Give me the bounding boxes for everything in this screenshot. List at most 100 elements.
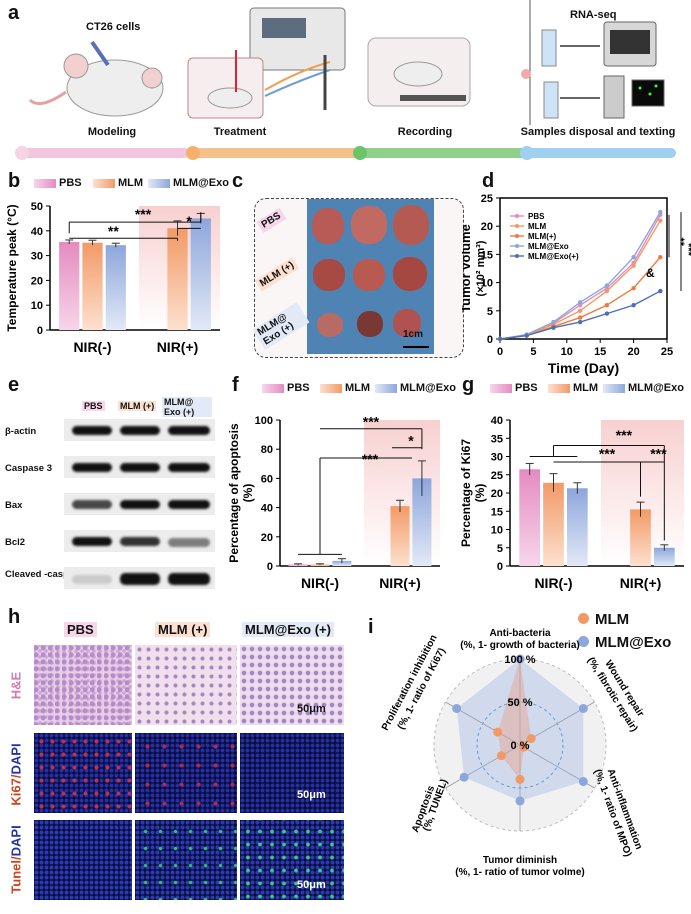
y-axis-label: Tumor volume bbox=[462, 224, 473, 313]
stage-label: Modeling bbox=[87, 126, 137, 138]
group-label: NIR(-) bbox=[301, 575, 339, 591]
wb-strip bbox=[64, 567, 215, 589]
legend-marker bbox=[515, 224, 519, 228]
y-tick-label: 15 bbox=[481, 249, 493, 261]
wb-strip bbox=[64, 530, 215, 552]
y-tick-label: 15 bbox=[491, 506, 503, 518]
y-tick-label: 0 bbox=[37, 325, 43, 337]
y-tick-label: 40 bbox=[261, 503, 273, 515]
timeline-dot bbox=[186, 146, 200, 160]
he-image-pbs bbox=[34, 645, 132, 725]
x-tick-label: 0 bbox=[497, 346, 503, 358]
legend-label: MLM@Exo(+) bbox=[528, 252, 579, 261]
y-tick-label: 0 bbox=[267, 561, 273, 573]
y-tick-label: 60 bbox=[261, 473, 273, 485]
radar-point bbox=[459, 772, 469, 782]
legend-label: PBS bbox=[528, 212, 545, 221]
legend-radar-exo: MLM@Exo bbox=[578, 634, 671, 651]
significance-label: ** bbox=[674, 237, 686, 246]
group-label: NIR(+) bbox=[157, 339, 199, 355]
wb-strip bbox=[64, 456, 215, 478]
tumor-photo bbox=[307, 199, 434, 354]
significance-label: *** bbox=[616, 427, 633, 443]
significance-label: *** bbox=[363, 414, 380, 430]
radar-point bbox=[515, 774, 525, 784]
x-tick-label: 5 bbox=[530, 346, 536, 358]
mouse-icon bbox=[28, 53, 164, 117]
he-image-exo bbox=[240, 645, 344, 725]
significance-label: * bbox=[408, 433, 414, 449]
samples-icon bbox=[521, 0, 665, 125]
data-point bbox=[631, 263, 636, 268]
radar-point bbox=[519, 742, 529, 752]
plot-frame bbox=[499, 197, 668, 340]
y-tick-label: 5 bbox=[497, 543, 503, 555]
ki67-image-mlm bbox=[135, 733, 237, 813]
histo-header-exo: MLM@Exo (+) bbox=[242, 622, 334, 637]
significance-label: *** bbox=[682, 243, 691, 257]
data-point bbox=[604, 311, 610, 316]
y-tick-label: 20 bbox=[261, 532, 273, 544]
data-point bbox=[551, 319, 556, 325]
chart-b: 0 10 20 30 40 50 Temperature peak (°C) NIR(-) NI… bbox=[5, 201, 220, 355]
bar bbox=[630, 509, 651, 566]
y-tick-label: 30 bbox=[491, 452, 503, 464]
radar-point bbox=[578, 777, 588, 787]
x-tick-label: 15 bbox=[594, 346, 606, 358]
wb-header-pbs: PBS bbox=[82, 401, 105, 411]
data-point bbox=[551, 325, 556, 330]
stage-label: Samples disposal and texting bbox=[520, 126, 676, 138]
ring-label: 50 % bbox=[507, 697, 532, 709]
bar bbox=[82, 242, 103, 330]
group-label: NIR(-) bbox=[534, 575, 572, 591]
bar bbox=[190, 218, 211, 330]
legend-radar-mlm: MLM bbox=[578, 611, 629, 628]
stage-label: Recording bbox=[397, 126, 453, 138]
legend-marker bbox=[515, 244, 519, 248]
legend-marker bbox=[515, 214, 519, 218]
y-axis-label: Percentage of Ki67 bbox=[459, 439, 473, 547]
scale-bar-label: 1cm bbox=[403, 329, 424, 340]
y-tick-label: 10 bbox=[491, 525, 503, 537]
legend-marker bbox=[515, 234, 519, 238]
legend-marker bbox=[515, 254, 519, 258]
scale-bar-label: 50μm bbox=[297, 789, 326, 801]
y-tick-label: 25 bbox=[491, 470, 503, 482]
y-tick-label: 0 bbox=[497, 561, 503, 573]
syringe-icon bbox=[90, 40, 110, 67]
he-image-mlm bbox=[135, 645, 237, 725]
y-axis-label: (%) bbox=[241, 484, 255, 503]
legend-pbs: PBS bbox=[262, 382, 310, 394]
wb-row-label: β-actin bbox=[5, 426, 37, 437]
y-axis-label: Percentage of apoptosis bbox=[227, 423, 241, 563]
wb-row-label: Cleaved -caspase3 bbox=[5, 569, 91, 580]
data-point bbox=[604, 288, 610, 294]
y-tick-label: 10 bbox=[481, 278, 493, 290]
x-tick-label: 20 bbox=[627, 346, 639, 358]
panel-label-a: a bbox=[8, 2, 20, 24]
ki67-image-exo bbox=[240, 733, 344, 813]
data-point bbox=[524, 333, 529, 338]
y-tick-label: 10 bbox=[31, 300, 43, 312]
row-label-he: H&E bbox=[8, 671, 24, 700]
axis-label: Tumor diminish bbox=[483, 855, 557, 866]
data-point bbox=[604, 302, 610, 308]
bar bbox=[310, 564, 330, 566]
panel-label-e: e bbox=[8, 374, 20, 396]
y-tick-label: 50 bbox=[31, 201, 43, 213]
panel-label-c: c bbox=[232, 170, 244, 192]
panel-label-i: i bbox=[368, 616, 374, 638]
y-tick-label: 0 bbox=[487, 334, 493, 346]
wb-row-label: Caspase 3 bbox=[5, 463, 53, 474]
legend-mlm: MLM bbox=[93, 177, 143, 189]
axis-label: (%, 1- ratio of tumor volme) bbox=[455, 867, 584, 878]
y-tick-label: 40 bbox=[31, 226, 43, 238]
bar bbox=[332, 560, 352, 566]
x-tick-label: 10 bbox=[561, 346, 573, 358]
legend-exo: MLM@Exo bbox=[148, 177, 229, 189]
workflow-illustration bbox=[15, 0, 676, 160]
row-label-tunel: Tunel/DAPI bbox=[8, 825, 24, 894]
y-axis-label: Temperature peak (°C) bbox=[5, 204, 19, 331]
data-point bbox=[658, 288, 663, 294]
histo-header-pbs: PBS bbox=[64, 622, 97, 637]
